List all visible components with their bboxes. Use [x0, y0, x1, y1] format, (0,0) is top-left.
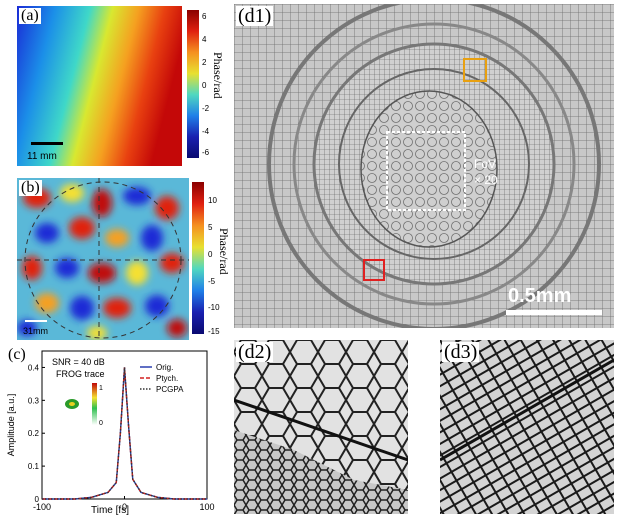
- phase-map-b: 31mm: [17, 178, 189, 340]
- y-tick-1: 0.1: [28, 462, 40, 471]
- fov-label-1: FoV: [474, 157, 496, 171]
- x-axis-label: Time [fs]: [91, 505, 129, 515]
- roi-box-red: [363, 259, 385, 281]
- series-line-pcgpa: [42, 367, 207, 500]
- scale-bar-label-a: 11 mm: [27, 151, 57, 162]
- colorbar-a-title: Phase/rad: [211, 52, 225, 99]
- micrograph-d3: [440, 340, 614, 514]
- panel-label-d1: (d1): [236, 5, 274, 27]
- scale-bar-a: [31, 142, 63, 145]
- y-tick-4: 0.4: [28, 363, 40, 372]
- x-tick-0: -100: [33, 502, 51, 512]
- frog-inset: 1 0: [58, 383, 103, 427]
- x-tick-2: 100: [199, 502, 214, 512]
- fov-box: [386, 131, 466, 211]
- micrograph-d1: FoV × 20 0.5mm: [234, 4, 614, 328]
- scale-bar-label-b: 31mm: [23, 326, 48, 336]
- panel-label-c: (c): [6, 346, 28, 363]
- panel-d1: FoV × 20 0.5mm (d1): [234, 4, 614, 328]
- micrograph-d2: [234, 340, 408, 514]
- panel-c: -100 0 100 0 0.1 0.2 0.3 0.4 Orig. Ptych. PCGPA…: [0, 345, 222, 516]
- colorbar-b: [192, 182, 204, 334]
- phase-map-a: 11 mm: [17, 6, 182, 166]
- y-tick-3: 0.3: [28, 396, 40, 405]
- legend-ptych: Ptych.: [156, 374, 178, 383]
- y-tick-2: 0.2: [28, 429, 40, 438]
- panel-d3: (d3): [440, 340, 614, 514]
- panel-b: 31mm (b): [17, 178, 189, 340]
- legend-orig: Orig.: [156, 363, 173, 372]
- panel-a: 11 mm (a): [17, 6, 182, 166]
- panel-label-d3: (d3): [442, 341, 480, 363]
- legend-pcgpa: PCGPA: [156, 385, 184, 394]
- frog-colorbar: [92, 383, 97, 425]
- fov-label-2: × 20: [474, 173, 498, 187]
- panel-d2: (d2): [234, 340, 408, 514]
- colorbar-a: [187, 10, 199, 158]
- x-tick-1: 0: [122, 502, 127, 512]
- phase-blobs-b: [17, 184, 187, 340]
- colorbar-b-title: Phase/rad: [217, 228, 231, 275]
- annotation-snr: SNR = 40 dB: [52, 357, 105, 367]
- legend: Orig. Ptych. PCGPA: [140, 363, 184, 394]
- frog-tick-1: 1: [99, 385, 103, 392]
- panel-label-d2: (d2): [236, 341, 274, 363]
- scale-bar-label-d1: 0.5mm: [508, 285, 571, 307]
- frog-tick-0: 0: [99, 420, 103, 427]
- scale-bar-d1: [506, 310, 602, 315]
- annotation-frog: FROG trace: [56, 369, 105, 379]
- panel-label-b: (b): [19, 179, 42, 196]
- y-axis-label: Amplitude [a.u.]: [6, 394, 16, 457]
- panel-label-a: (a): [19, 7, 41, 24]
- roi-box-yellow: [463, 58, 487, 82]
- y-tick-0: 0: [35, 495, 40, 504]
